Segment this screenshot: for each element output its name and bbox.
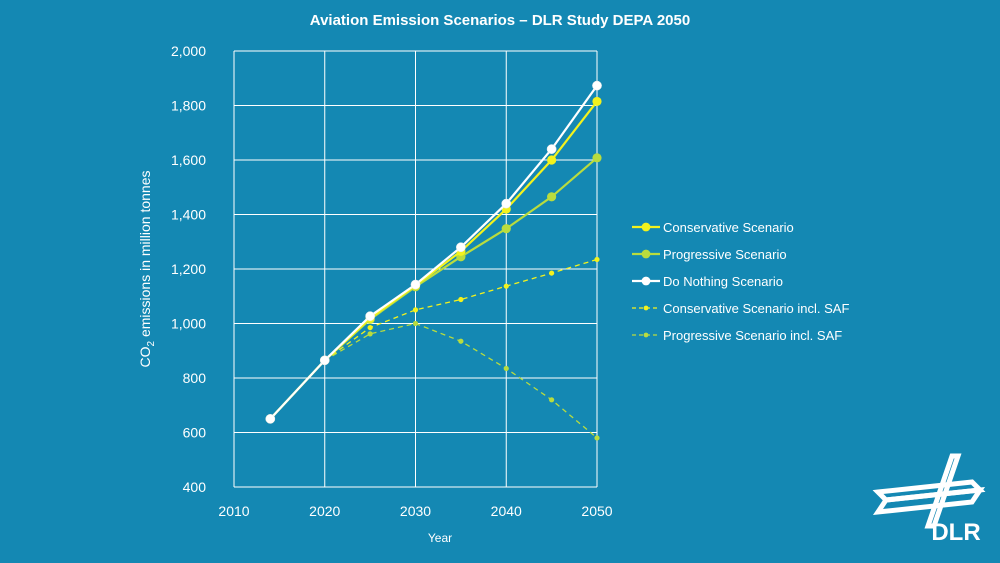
data-point-progressive-saf <box>458 338 464 344</box>
data-point-do-nothing <box>546 144 557 154</box>
y-tick-label: 1,800 <box>171 98 206 114</box>
legend-swatch-marker <box>641 222 651 232</box>
series-line-conservative-saf <box>324 258 598 361</box>
x-tick-label: 2020 <box>309 503 340 519</box>
series-progressive-saf <box>322 320 600 441</box>
data-point-conservative-saf <box>367 324 373 331</box>
tick-labels: 400 600 800 1,000 1,200 1,400 1,600 1,800 2,000 2… <box>171 43 613 519</box>
data-point-progressive-saf <box>367 331 373 337</box>
y-axis-title: CO2 emissions in million tonnes <box>137 171 157 368</box>
data-point-do-nothing <box>365 311 375 321</box>
data-point-conservative-saf <box>503 283 509 289</box>
data-point-conservative-saf <box>549 270 555 276</box>
legend-item-progressive: Progressive Scenario <box>632 247 787 262</box>
legend-item-conservative-saf: Conservative Scenario incl. SAF <box>632 301 849 316</box>
legend-label: Conservative Scenario <box>663 220 794 235</box>
y-tick-label: 400 <box>183 479 207 495</box>
x-axis-title: Year <box>428 531 452 545</box>
x-tick-label: 2040 <box>491 503 522 519</box>
data-point-do-nothing <box>592 80 602 91</box>
legend-label: Progressive Scenario <box>663 247 787 262</box>
data-point-conservative-saf <box>594 256 600 263</box>
legend-swatch-marker <box>641 249 651 259</box>
y-tick-label: 600 <box>183 425 207 441</box>
data-point-progressive-saf <box>503 365 509 372</box>
legend-swatch-marker <box>641 276 651 286</box>
series-progressive <box>265 153 602 424</box>
data-point-do-nothing <box>456 242 466 253</box>
data-point-do-nothing <box>410 279 421 290</box>
legend-label: Progressive Scenario incl. SAF <box>663 328 842 343</box>
data-point-progressive-saf <box>594 435 600 441</box>
data-point-conservative <box>547 155 557 165</box>
series-line-do-nothing <box>269 84 598 420</box>
y-tick-label: 800 <box>183 370 207 386</box>
legend-label: Do Nothing Scenario <box>663 274 783 289</box>
y-tick-label: 1,400 <box>171 207 206 223</box>
data-point-progressive <box>547 192 557 202</box>
series <box>265 80 602 441</box>
series-do-nothing <box>265 80 602 424</box>
y-tick-label: 2,000 <box>171 43 206 59</box>
data-point-conservative <box>592 96 602 107</box>
x-tick-label: 2050 <box>581 503 612 519</box>
grid <box>233 50 598 488</box>
y-axis-title-subscript: 2 <box>146 340 157 346</box>
legend-item-do-nothing: Do Nothing Scenario <box>632 274 783 289</box>
data-point-do-nothing <box>265 414 276 424</box>
chart-title: Aviation Emission Scenarios – DLR Study … <box>309 12 691 29</box>
y-tick-label: 1,000 <box>171 316 206 332</box>
x-tick-label: 2010 <box>218 503 249 519</box>
legend-label: Conservative Scenario incl. SAF <box>663 301 849 316</box>
data-point-progressive-saf <box>412 320 419 327</box>
data-point-conservative-saf <box>412 307 419 313</box>
data-point-conservative-saf <box>458 296 464 303</box>
dlr-logo-mark <box>872 453 986 529</box>
y-axis-title-prefix: CO <box>137 346 153 367</box>
legend-item-progressive-saf: Progressive Scenario incl. SAF <box>632 328 842 343</box>
series-conservative-saf <box>322 256 600 363</box>
y-tick-label: 1,600 <box>171 152 206 168</box>
data-point-do-nothing <box>319 355 330 366</box>
x-tick-label: 2030 <box>400 503 431 519</box>
y-axis-title-suffix: emissions in million tonnes <box>137 171 153 341</box>
legend-swatch-marker <box>643 332 649 338</box>
data-point-progressive <box>592 153 602 163</box>
data-point-progressive-saf <box>549 397 555 403</box>
legend: Conservative Scenario Progressive Scenari… <box>632 220 849 343</box>
dlr-logo: DLR <box>872 453 986 546</box>
data-point-do-nothing <box>501 198 512 209</box>
data-point-progressive <box>501 224 511 234</box>
y-tick-label: 1,200 <box>171 261 206 277</box>
legend-item-conservative: Conservative Scenario <box>632 220 794 235</box>
dlr-logo-text: DLR <box>931 519 980 546</box>
legend-swatch-marker <box>643 305 649 311</box>
